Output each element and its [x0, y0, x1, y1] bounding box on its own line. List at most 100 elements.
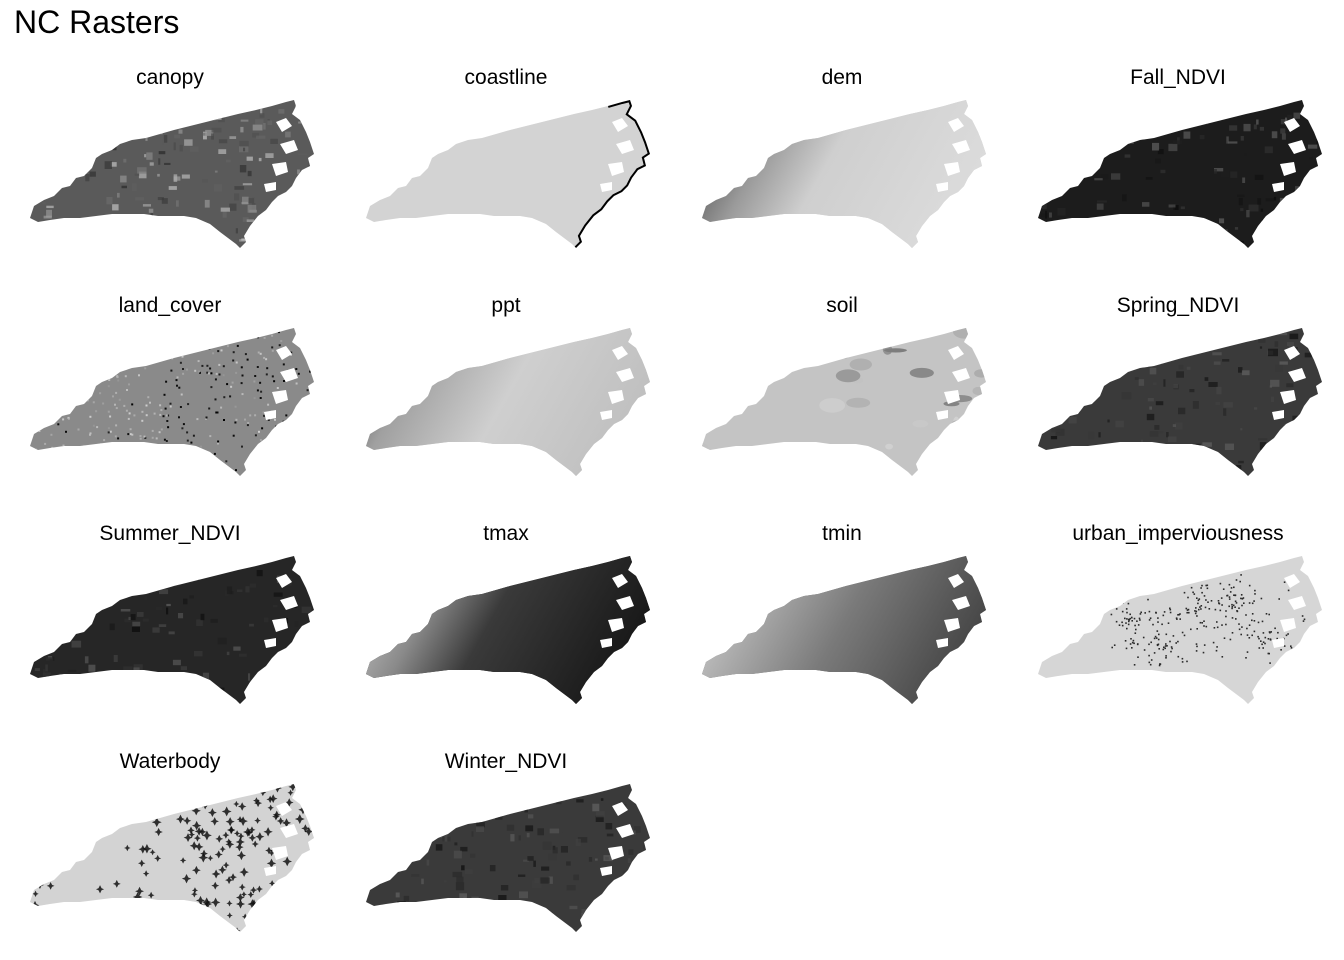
raster-cell	[256, 135, 266, 139]
raster-cell	[1189, 389, 1195, 393]
raster-cell	[165, 380, 168, 383]
raster-cell	[379, 916, 389, 920]
raster-cell	[643, 842, 648, 850]
raster-base	[366, 100, 650, 248]
raster-cell	[166, 420, 169, 422]
raster-cell	[245, 586, 250, 593]
raster-fill	[702, 556, 986, 704]
water-marker	[97, 824, 106, 833]
raster-cell	[1262, 647, 1264, 649]
raster-cell	[290, 423, 293, 426]
raster-cell	[534, 878, 540, 884]
raster-fill	[366, 100, 650, 248]
raster-cell	[129, 433, 132, 436]
raster-cell	[592, 803, 600, 812]
raster-cell	[74, 147, 83, 153]
raster-cell	[159, 589, 169, 595]
raster-cell	[1163, 446, 1166, 453]
raster-cell	[1267, 652, 1270, 655]
raster-cell	[634, 887, 640, 891]
raster-cell	[435, 824, 444, 830]
raster-cell	[44, 382, 47, 385]
nc-map	[366, 328, 650, 476]
raster-cell	[1124, 247, 1130, 248]
raster-cell	[233, 100, 239, 106]
raster-cell	[702, 343, 714, 352]
raster-cell	[1126, 618, 1128, 620]
raster-cell	[236, 344, 239, 347]
raster-cell	[252, 132, 260, 138]
raster-cell	[17, 359, 19, 361]
raster-cell	[518, 835, 521, 841]
raster-cell	[80, 347, 83, 350]
raster-cell	[84, 350, 87, 353]
raster-cell	[735, 450, 756, 463]
raster-cell	[646, 884, 650, 888]
raster-cell	[287, 455, 290, 458]
raster-cell	[30, 605, 37, 610]
raster-cell	[370, 864, 375, 868]
raster-cell	[1233, 586, 1235, 589]
water-marker	[241, 913, 249, 921]
raster-cell	[34, 448, 37, 451]
water-marker	[294, 814, 305, 824]
raster-cell	[32, 351, 35, 354]
raster-cell	[1139, 619, 1141, 621]
raster-cell	[1224, 443, 1234, 450]
raster-cell	[113, 346, 116, 349]
raster-cell	[1138, 379, 1145, 386]
raster-cell	[1316, 164, 1321, 167]
raster-cell	[1283, 251, 1292, 255]
water-marker	[201, 830, 212, 841]
sound-cutout	[600, 802, 634, 876]
raster-cell	[36, 331, 39, 334]
raster-cell	[139, 435, 142, 437]
raster-cell	[1198, 608, 1200, 611]
raster-cell	[30, 344, 32, 347]
water-marker	[270, 911, 281, 921]
raster-cell	[1122, 602, 1124, 604]
raster-cell	[115, 407, 118, 410]
raster-cell	[237, 589, 243, 592]
raster-cell	[144, 154, 147, 158]
raster-cell	[402, 919, 406, 926]
raster-cell	[435, 817, 440, 824]
raster-cell	[1163, 379, 1166, 387]
raster-cell	[229, 203, 237, 211]
raster-cell	[1269, 631, 1271, 634]
raster-cell	[33, 93, 40, 100]
raster-cell	[245, 560, 251, 564]
raster-cell	[247, 204, 257, 213]
raster-cell	[573, 874, 579, 881]
raster-cell	[1231, 605, 1234, 608]
raster-cell	[366, 784, 372, 789]
raster-cell	[1170, 646, 1173, 648]
raster-cell	[19, 190, 22, 194]
raster-cell	[232, 359, 235, 362]
raster-cell	[1168, 143, 1178, 152]
raster-cell	[1303, 642, 1305, 645]
nc-map	[366, 556, 650, 704]
raster-cell	[204, 199, 210, 208]
panel-title: ppt	[491, 294, 521, 317]
raster-cell	[34, 358, 37, 361]
raster-cell	[84, 340, 87, 343]
raster-cell	[152, 454, 155, 457]
raster-cell	[155, 607, 162, 611]
water-marker	[305, 915, 312, 922]
raster-cell	[1316, 139, 1322, 145]
raster-cell	[312, 440, 314, 443]
raster-cell	[291, 439, 294, 442]
raster-cell	[241, 238, 249, 241]
raster-cell	[1231, 632, 1234, 634]
raster-cell	[351, 914, 360, 916]
panel-title: soil	[826, 294, 858, 317]
raster-cell	[397, 901, 406, 906]
raster-cell	[106, 197, 113, 205]
raster-cell	[519, 891, 528, 899]
raster-cell	[1069, 335, 1072, 339]
water-marker	[237, 832, 245, 840]
raster-cell	[158, 431, 161, 434]
raster-cell	[132, 468, 135, 471]
raster-cell	[71, 454, 74, 457]
